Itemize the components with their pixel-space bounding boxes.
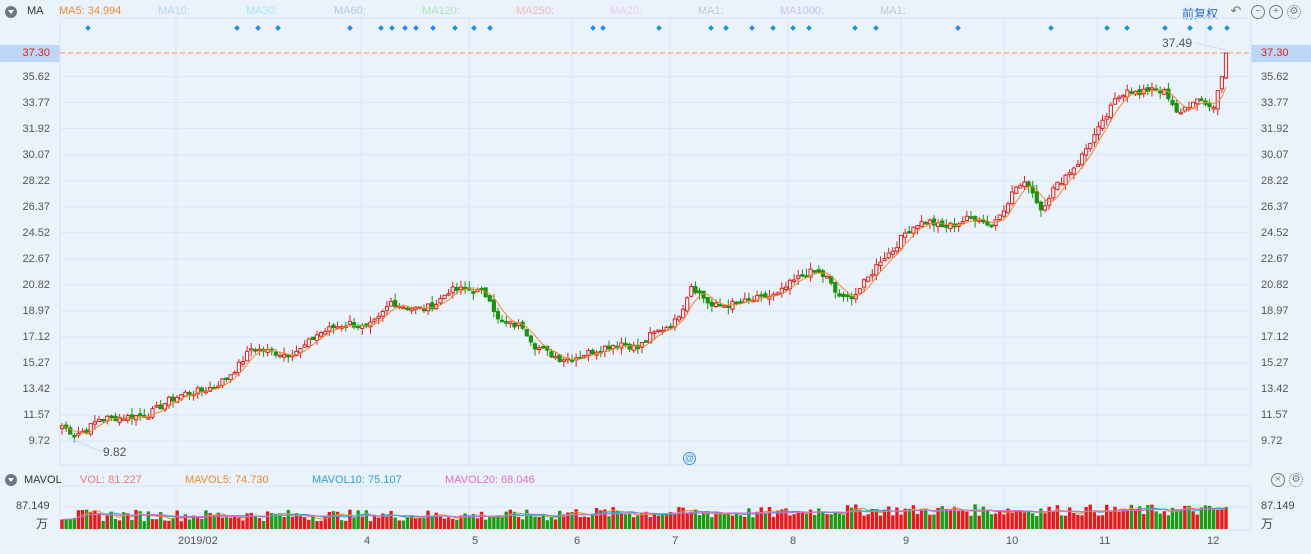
x-axis-label: 5 (472, 535, 479, 547)
price-tick-label: 17.12 (22, 330, 50, 343)
low-price-label: 9.82 (103, 445, 127, 459)
x-axis-label: 9 (903, 535, 910, 547)
price-tick-label: 35.62 (1261, 70, 1289, 83)
x-axis-label: 12 (1207, 535, 1220, 547)
price-tick-label: 30.07 (1261, 148, 1289, 161)
price-tick-label: 22.67 (22, 252, 50, 265)
volume-max-left: 87.149 (16, 500, 50, 512)
settings-icon[interactable]: ⚙ (1287, 5, 1301, 19)
price-tick-label: 11.57 (23, 408, 50, 421)
volume-legend-item: MAVOL5: 74.730 (185, 474, 269, 486)
volume-settings-icon[interactable]: ⚙ (1289, 473, 1303, 487)
ma-legend-item: MA10: (158, 5, 190, 17)
price-tick-label: 33.77 (1261, 96, 1289, 109)
x-axis-label: 7 (672, 535, 679, 547)
x-axis-label: 6 (574, 535, 581, 547)
x-axis-label: 4 (364, 535, 371, 547)
price-tick-label: 13.42 (1261, 382, 1289, 395)
price-tick-label: 28.22 (22, 174, 50, 187)
volume-unit-left: 万 (36, 517, 49, 531)
zoom-out-icon[interactable]: − (1251, 5, 1265, 19)
price-tick-label: 17.12 (1261, 330, 1289, 343)
collapse-toggle-icon[interactable] (5, 6, 17, 18)
x-axis-label: 8 (790, 535, 797, 547)
volume-max-right: 87.149 (1261, 500, 1295, 512)
price-tick-label: 9.72 (1261, 435, 1283, 447)
ma-legend-item: MA30: (246, 5, 278, 17)
ma-legend-item: MA5: 34.994 (59, 5, 122, 17)
ma-legend-item: MA20: (610, 5, 642, 17)
indicator-name: MA (27, 5, 44, 17)
price-tick-label: 26.37 (22, 200, 50, 213)
x-axis-label: 11 (1099, 535, 1111, 547)
price-tick-label: 26.37 (1261, 200, 1289, 213)
volume-legend: MAVOL VOL: 81.227 MAVOL5: 74.730 MAVOL10: … (0, 474, 700, 488)
x-axis-label: 2019/02 (178, 535, 218, 547)
volume-unit-right: 万 (1261, 517, 1274, 531)
price-tick-label: 15.27 (22, 356, 50, 369)
price-tick-label: 20.82 (1261, 278, 1289, 291)
close-icon[interactable]: × (1271, 473, 1285, 487)
price-tick-label: 28.22 (1261, 174, 1289, 187)
price-tick-label: 37.30 (0, 45, 60, 62)
x-axis-label: 10 (1006, 535, 1019, 547)
ma-legend-item: MA1: (698, 5, 724, 17)
price-tick-label: 18.97 (22, 304, 50, 317)
undo-icon[interactable]: ↶ (1230, 3, 1242, 18)
volume-legend-item: MAVOL10: 75.107 (312, 474, 402, 486)
volume-collapse-toggle-icon[interactable] (5, 474, 17, 486)
high-price-label: 37.49 (1162, 36, 1193, 50)
price-tick-label: 33.77 (22, 96, 50, 109)
ma-legend-item: MA60: (334, 5, 366, 17)
price-tick-label: 37.30 (1251, 45, 1311, 62)
volume-legend-item: MAVOL20: 68.046 (445, 474, 535, 486)
price-tick-label: 31.92 (22, 122, 50, 135)
at-icon[interactable]: @ (683, 452, 696, 465)
price-tick-label: 9.72 (28, 435, 50, 447)
volume-indicator-name: MAVOL (24, 474, 62, 486)
price-tick-label: 20.82 (22, 278, 50, 291)
zoom-in-icon[interactable]: + (1269, 5, 1283, 19)
price-tick-label: 31.92 (1261, 122, 1289, 135)
price-tick-label: 24.52 (22, 226, 50, 239)
volume-legend-item: VOL: 81.227 (80, 474, 142, 486)
ma-legend-item: MA120: (422, 5, 460, 17)
price-tick-label: 24.52 (1261, 226, 1289, 239)
ma-legend-item: MA250: (516, 5, 554, 17)
price-tick-label: 30.07 (22, 148, 50, 161)
price-tick-label: 18.97 (1261, 304, 1289, 317)
price-tick-label: 11.57 (1261, 408, 1288, 421)
price-tick-label: 35.62 (22, 70, 50, 83)
price-tick-label: 15.27 (1261, 356, 1289, 369)
price-tick-label: 22.67 (1261, 252, 1289, 265)
ma-legend-item: MA1000: (780, 5, 825, 17)
ma-legend-item: MA1: (880, 5, 906, 17)
price-tick-label: 13.42 (22, 382, 50, 395)
